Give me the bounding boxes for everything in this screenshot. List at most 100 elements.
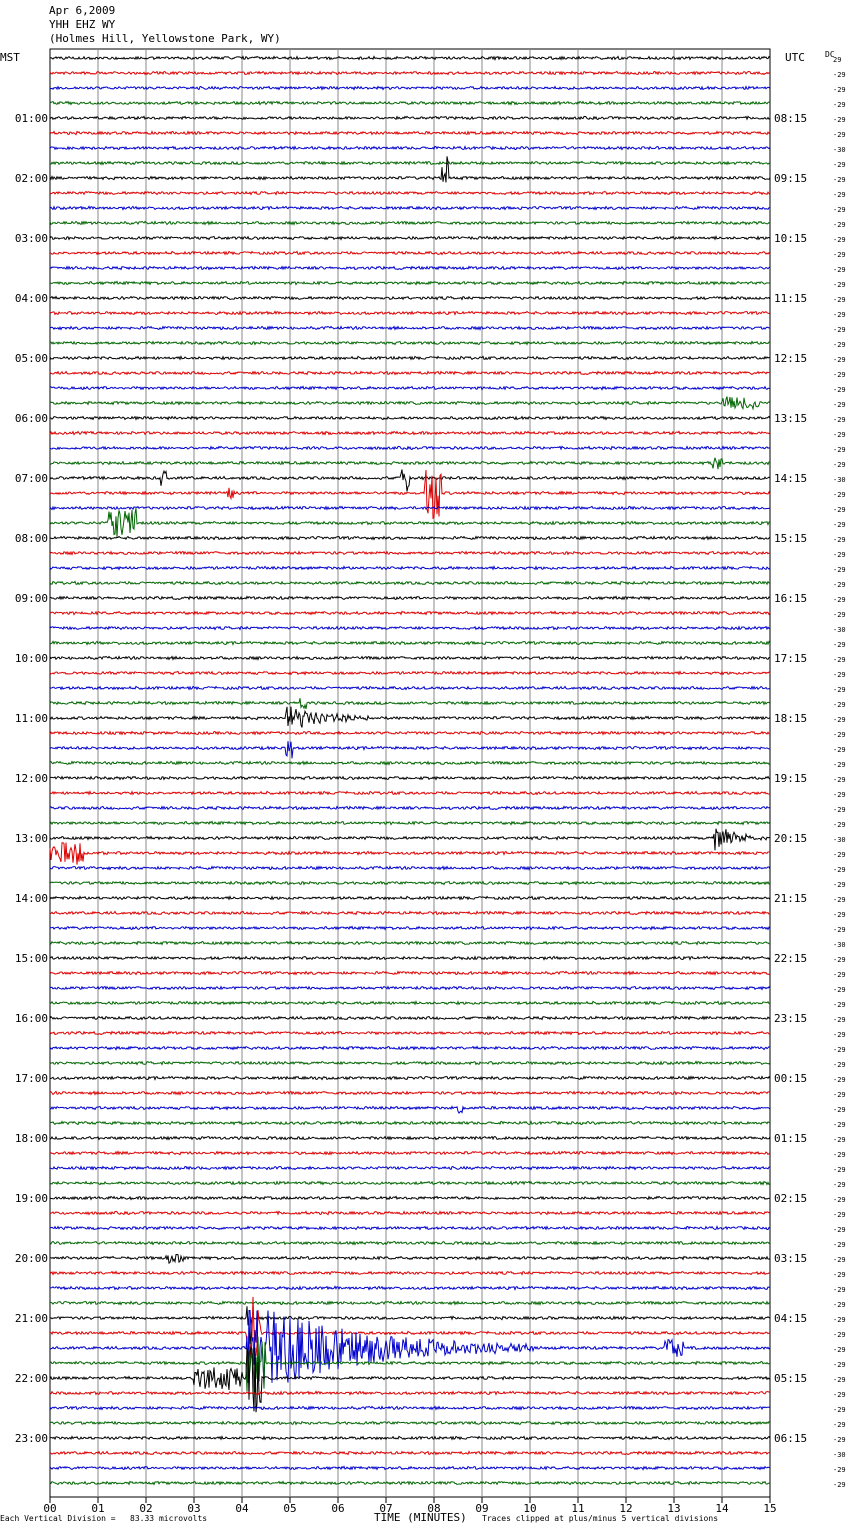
utc-hour-label: 01:15	[774, 1132, 807, 1145]
utc-hour-label: 16:15	[774, 592, 807, 605]
dc-offset-label: -29	[833, 1421, 846, 1429]
trace-line	[49, 1060, 771, 1066]
trace-line	[49, 655, 771, 661]
dc-offset-label: -29	[833, 1121, 846, 1129]
trace-line	[49, 1165, 771, 1171]
dc-offset-label: -29	[833, 716, 846, 724]
trace-line	[49, 1480, 771, 1486]
dc-offset-label: -29	[833, 356, 846, 364]
utc-hour-label: 12:15	[774, 352, 807, 365]
utc-hour-label: 22:15	[774, 952, 807, 965]
mst-hour-label: 14:00	[15, 892, 48, 905]
trace-line	[49, 415, 771, 421]
utc-hour-label: 08:15	[774, 112, 807, 125]
trace-line	[49, 670, 771, 676]
dc-offset-label: -29	[833, 806, 846, 814]
dc-offset-label: -30	[833, 941, 846, 949]
dc-offset-label: -29	[833, 296, 846, 304]
trace-line	[49, 469, 771, 520]
x-tick-label: 02	[139, 1502, 152, 1515]
trace-line	[49, 457, 771, 470]
dc-offset-label: -29	[833, 1166, 846, 1174]
trace-line	[49, 535, 771, 541]
trace-line	[49, 1450, 771, 1456]
trace-line	[49, 1000, 771, 1006]
dc-offset-label: -29	[833, 221, 846, 229]
trace-line	[49, 760, 771, 766]
utc-hour-label: 21:15	[774, 892, 807, 905]
mst-hour-label: 11:00	[15, 712, 48, 725]
dc-offset-label: -29	[833, 1316, 846, 1324]
dc-offset-label: -29	[833, 1016, 846, 1024]
x-tick-label: 00	[43, 1502, 56, 1515]
x-tick-label: 05	[283, 1502, 296, 1515]
trace-line	[49, 295, 771, 301]
mst-hour-label: 06:00	[15, 412, 48, 425]
dc-offset-label: -29	[833, 1151, 846, 1159]
trace-line	[49, 730, 770, 736]
mst-header-label: MST	[0, 51, 20, 64]
dc-offset-label: -29	[833, 686, 846, 694]
trace-line	[49, 310, 771, 316]
utc-hour-label: 05:15	[774, 1372, 807, 1385]
station-label: YHH EHZ WY	[49, 18, 116, 31]
dc-offset-label: -29	[833, 1106, 846, 1114]
trace-line	[49, 820, 771, 826]
utc-hour-label: 17:15	[774, 652, 807, 665]
mst-hour-label: 03:00	[15, 232, 48, 245]
dc-offset-label: -29	[833, 611, 846, 619]
trace-line	[49, 430, 771, 436]
dc-offset-label: -29	[833, 776, 846, 784]
trace-line	[49, 250, 771, 256]
x-tick-label: 12	[619, 1502, 632, 1515]
x-tick-label: 14	[715, 1502, 729, 1515]
dc-offset-label: -29	[833, 1406, 846, 1414]
trace-line	[49, 1336, 771, 1395]
utc-hour-label: 00:15	[774, 1072, 807, 1085]
dc-offset-label: -29	[833, 656, 846, 664]
dc-offset-label: -29	[833, 461, 846, 469]
trace-line	[50, 160, 771, 166]
trace-line	[49, 130, 771, 136]
trace-line	[49, 550, 771, 556]
trace-line	[49, 190, 771, 196]
dc-offset-label: -29	[833, 1481, 846, 1489]
dc-offset-label: -29	[833, 446, 846, 454]
dc-offset-label: -29	[833, 1031, 846, 1039]
trace-line	[49, 790, 771, 796]
dc-offset-label: -30	[833, 626, 846, 634]
trace-line	[49, 205, 771, 211]
mst-hour-label: 13:00	[15, 832, 48, 845]
dc-offset-label: -29	[833, 1061, 846, 1069]
dc-offset-label: -29	[833, 701, 846, 709]
dc-offset-label: -29	[833, 1046, 846, 1054]
dc-offset-label: -29	[833, 416, 846, 424]
dc-offset-label: -29	[833, 791, 846, 799]
dc-offset-label: -29	[833, 911, 846, 919]
dc-header-label: DC	[825, 50, 835, 59]
dc-offset-label: -30	[833, 146, 846, 154]
utc-hour-label: 11:15	[774, 292, 807, 305]
x-tick-label: 03	[187, 1502, 200, 1515]
dc-offset-label: -29	[833, 371, 846, 379]
dc-offset-label: -29	[833, 1286, 846, 1294]
dc-offset-label: -29	[833, 266, 846, 274]
dc-offset-label: -29	[833, 671, 846, 679]
clip-note: Traces clipped at plus/minus 5 vertical …	[482, 1514, 719, 1523]
trace-line	[49, 85, 771, 91]
trace-line	[49, 396, 771, 411]
mst-hour-label: 01:00	[15, 112, 48, 125]
trace-line	[50, 925, 771, 931]
dc-offset-label: -29	[833, 641, 846, 649]
trace-line	[49, 235, 771, 241]
dc-offset-label: -29	[833, 566, 846, 574]
x-tick-label: 10	[523, 1502, 536, 1515]
mst-hour-label: 10:00	[15, 652, 48, 665]
trace-line	[49, 1150, 771, 1156]
dc-offset-label: -29	[833, 1136, 846, 1144]
dc-offset-label: -29	[833, 1391, 846, 1399]
trace-line	[49, 1120, 771, 1126]
plot-frame	[49, 48, 771, 1498]
dc-offset-label: -29	[833, 251, 846, 259]
dc-offset-label: -29	[833, 821, 846, 829]
